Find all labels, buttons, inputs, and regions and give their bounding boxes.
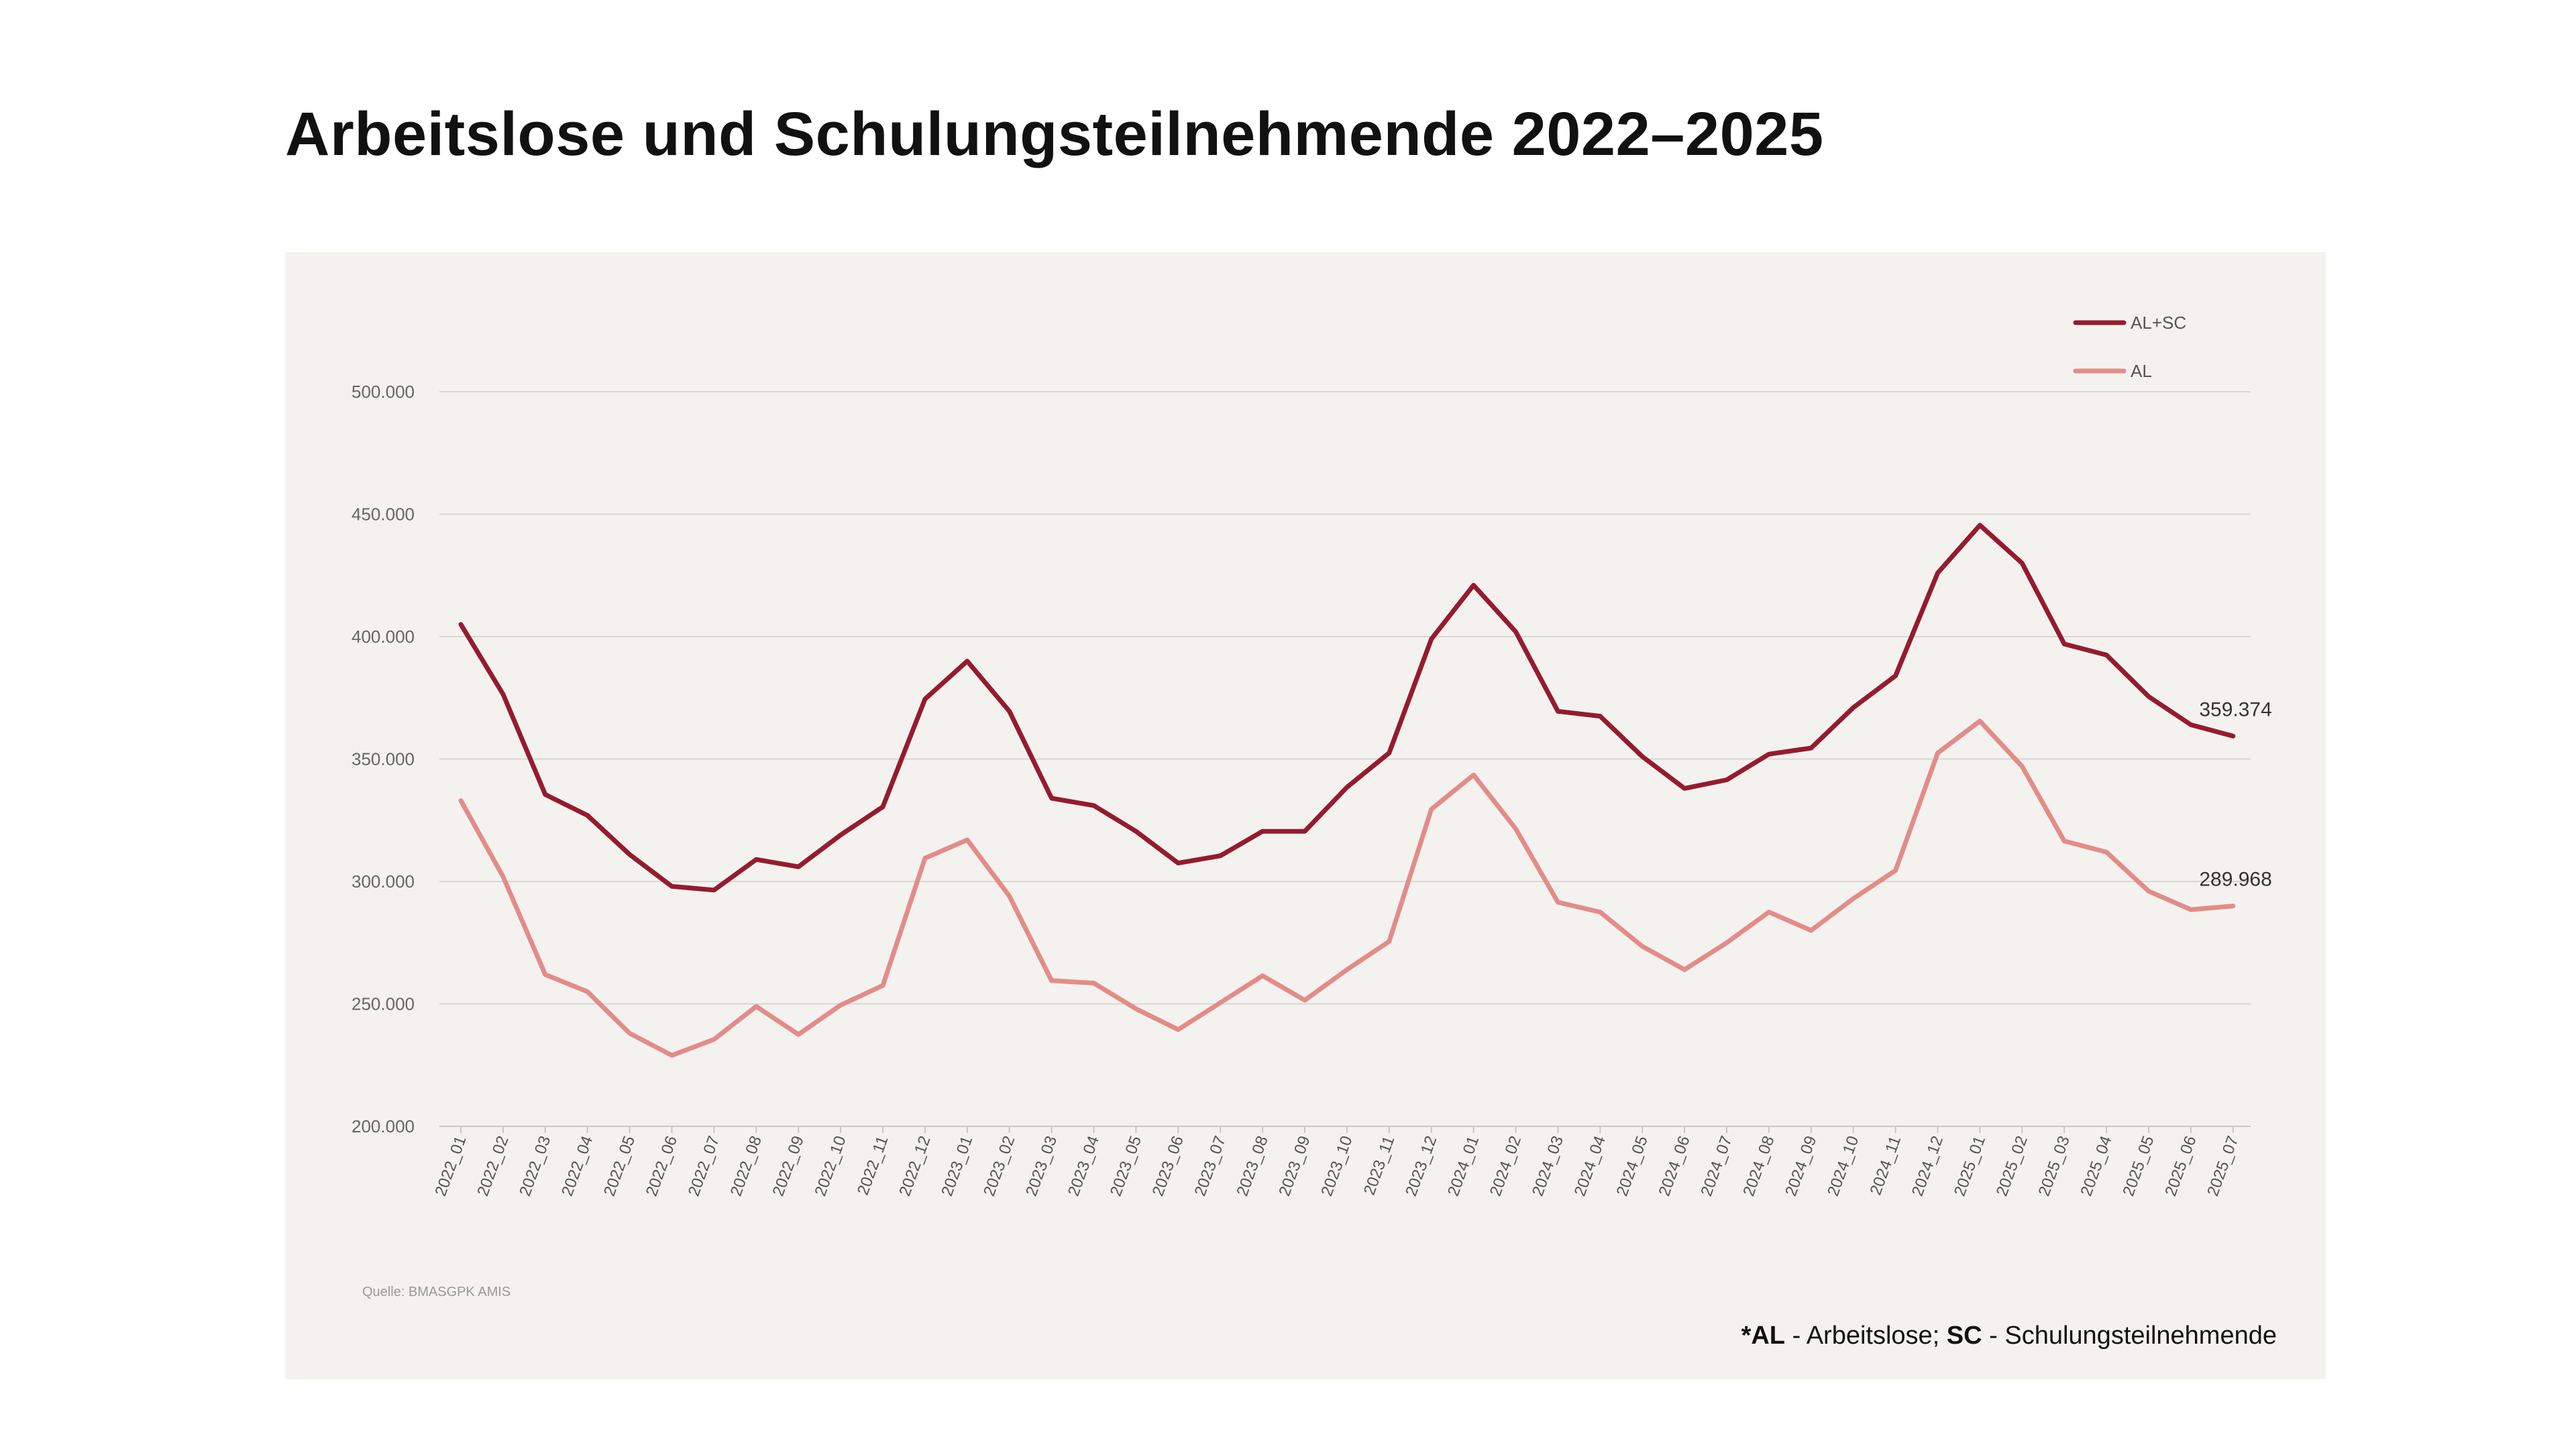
x-tick-label: 2022_01	[431, 1134, 470, 1199]
x-tick-label: 2024_04	[1571, 1134, 1609, 1199]
x-tick-label: 2023_05	[1107, 1134, 1145, 1199]
y-tick-label: 300.000	[352, 871, 415, 892]
x-tick-label: 2022_08	[727, 1134, 765, 1199]
source-note: Quelle: BMASGPK AMIS	[362, 1285, 511, 1299]
x-tick-label: 2022_05	[600, 1134, 639, 1199]
x-tick-label: 2023_06	[1149, 1134, 1187, 1199]
y-tick-label: 350.000	[352, 749, 415, 769]
x-tick-label: 2025_07	[2204, 1134, 2242, 1199]
x-tick-label: 2023_08	[1233, 1134, 1271, 1199]
series-lines	[458, 523, 2236, 1058]
x-tick-label: 2024_09	[1782, 1134, 1820, 1199]
x-tick-label: 2024_12	[1909, 1134, 1947, 1199]
x-tick-label: 2022_02	[474, 1134, 512, 1199]
x-tick-label: 2025_01	[1951, 1134, 1989, 1199]
x-tick-label: 2024_10	[1824, 1134, 1862, 1199]
x-tick-label: 2024_02	[1487, 1134, 1525, 1199]
x-tick-label: 2023_10	[1318, 1134, 1356, 1199]
footnote-sc-abbr: SC	[1946, 1322, 1982, 1350]
x-tick-label: 2024_08	[1739, 1134, 1778, 1199]
gridlines	[439, 391, 2251, 1127]
x-tick-label: 2024_07	[1697, 1134, 1735, 1199]
footnote: *AL - Arbeitslose; SC - Schulungsteilneh…	[1741, 1322, 2277, 1350]
x-tick-label: 2024_11	[1867, 1134, 1905, 1197]
footnote-al-abbr: *AL	[1741, 1322, 1786, 1350]
x-tick-label: 2024_03	[1529, 1134, 1567, 1199]
x-tick-label: 2023_11	[1360, 1134, 1399, 1197]
end-value-label: 289.968	[2199, 869, 2271, 891]
x-axis: 2022_01 2022_02 2022_03 2022_04 2022_05 2022_…	[431, 1126, 2242, 1199]
x-tick-label: 2022_09	[769, 1134, 808, 1199]
x-tick-label: 2022_06	[643, 1134, 681, 1199]
x-tick-label: 2022_04	[558, 1134, 596, 1199]
x-tick-label: 2023_12	[1402, 1134, 1440, 1199]
x-tick-label: 2025_04	[2077, 1134, 2115, 1199]
end-value-label: 359.374	[2199, 698, 2271, 720]
y-tick-label: 200.000	[352, 1116, 415, 1136]
legend: AL+SC AL	[2073, 313, 2186, 381]
x-tick-label: 2022_03	[516, 1134, 554, 1199]
footnote-sc-text: - Schulungsteilnehmende	[1982, 1322, 2277, 1350]
y-tick-label: 500.000	[352, 382, 415, 402]
x-tick-label: 2023_09	[1275, 1134, 1313, 1199]
x-tick-label: 2025_02	[1993, 1134, 2031, 1199]
x-tick-label: 2025_03	[2035, 1134, 2074, 1199]
series-line-al-sc	[458, 523, 2236, 893]
end-labels: 359.374 289.968	[2199, 698, 2271, 890]
x-tick-label: 2023_02	[980, 1134, 1018, 1199]
x-tick-label: 2022_10	[811, 1134, 849, 1199]
chart-panel	[285, 252, 2326, 1379]
x-tick-label: 2024_01	[1444, 1134, 1483, 1199]
x-tick-label: 2025_05	[2119, 1134, 2157, 1199]
x-tick-label: 2022_11	[854, 1134, 892, 1197]
legend-label: AL+SC	[2131, 313, 2186, 333]
series-line-al	[458, 718, 2236, 1058]
page-title: Arbeitslose und Schulungsteilnehmende 20…	[285, 100, 1824, 168]
footnote-al-text: - Arbeitslose;	[1785, 1322, 1947, 1350]
x-tick-label: 2024_05	[1613, 1134, 1652, 1199]
x-tick-label: 2023_04	[1065, 1134, 1103, 1199]
x-tick-label: 2025_06	[2161, 1134, 2200, 1199]
y-tick-label: 450.000	[352, 504, 415, 525]
y-tick-label: 400.000	[352, 627, 415, 647]
y-axis: 200.000 250.000 300.000 350.000 400.000 450.0…	[352, 382, 415, 1136]
x-tick-label: 2022_07	[685, 1134, 723, 1199]
x-tick-label: 2023_03	[1022, 1134, 1061, 1199]
x-tick-label: 2023_01	[938, 1134, 976, 1199]
legend-label: AL	[2131, 361, 2152, 381]
x-tick-label: 2024_06	[1655, 1134, 1693, 1199]
x-tick-label: 2022_12	[896, 1134, 934, 1199]
x-tick-label: 2023_07	[1191, 1134, 1230, 1199]
y-tick-label: 250.000	[352, 994, 415, 1014]
